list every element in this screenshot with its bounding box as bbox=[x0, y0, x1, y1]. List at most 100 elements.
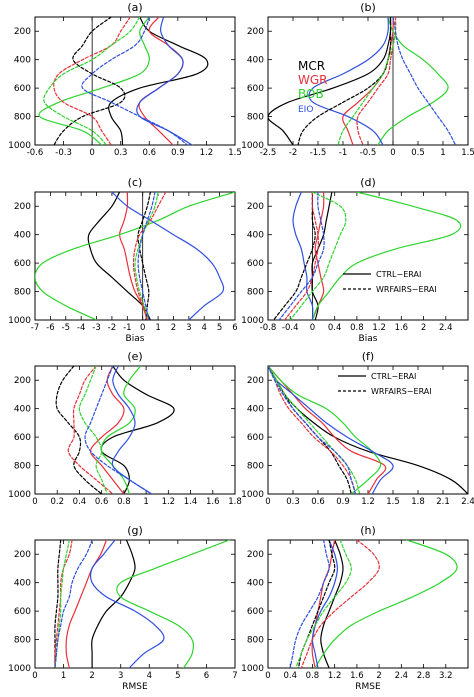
y-tick-label: 1000 bbox=[241, 664, 264, 674]
y-tick-label: 600 bbox=[14, 84, 31, 94]
series-bob-dashed bbox=[78, 366, 108, 494]
series-bob-dashed bbox=[268, 366, 361, 494]
y-tick-label: 400 bbox=[14, 56, 31, 66]
x-tick-label: -0.6 bbox=[27, 148, 44, 158]
series-group bbox=[55, 366, 175, 494]
panel-2: (c) -7 -6 -5 -4 -3 -2 -1 0 1 2 3 4 5 6 200 400 600 800 1000… bbox=[8, 176, 238, 344]
series-mcr-dashed bbox=[54, 540, 62, 668]
legend: CTRL−ERAI WRFAIRS−ERAI bbox=[338, 372, 432, 396]
x-tick-label: 1.5 bbox=[228, 148, 242, 158]
series-eio-solid bbox=[292, 192, 314, 320]
series-mcr-dashed bbox=[273, 192, 316, 320]
x-tick-label: -0.3 bbox=[55, 148, 72, 158]
y-tick-label: 600 bbox=[247, 607, 264, 617]
series-wgr-dashed bbox=[54, 540, 73, 668]
x-tick-label: 4 bbox=[202, 323, 207, 333]
x-tick-label: 0.8 bbox=[306, 671, 320, 681]
x-tick-label: 0 bbox=[390, 148, 395, 158]
series-eio-dashed bbox=[392, 17, 457, 145]
x-tick-label: 1.8 bbox=[411, 497, 425, 507]
series-eio-solid bbox=[308, 17, 389, 145]
x-tick-label: -4 bbox=[77, 323, 85, 333]
x-tick-label: 3 bbox=[186, 323, 191, 333]
legend: CTRL−ERAI WRFAIRS−ERAI bbox=[343, 270, 437, 294]
panel-1: (b) -2.5 -2 -1.5 -1 -0.5 0 0.5 1 1.5 200 400 600 800 1… bbox=[241, 1, 474, 158]
series-eio-dashed bbox=[81, 17, 188, 145]
x-tick-label: -1.5 bbox=[310, 148, 327, 158]
x-tick-label: 1 bbox=[155, 323, 160, 333]
y-tick-label: 800 bbox=[247, 288, 264, 298]
panel-4: (e) 0 0.2 0.4 0.6 0.8 1 1.2 1.4 1.6 1.8 200 400 600 80… bbox=[8, 350, 242, 507]
series-wgr-solid bbox=[342, 17, 394, 145]
x-tick-label: 0.5 bbox=[411, 148, 425, 158]
series-bob-dashed bbox=[43, 17, 141, 145]
series-eio-solid bbox=[111, 366, 153, 494]
y-tick-label: 1000 bbox=[241, 141, 264, 151]
series-eio-solid bbox=[268, 366, 394, 494]
x-tick-label: 2.1 bbox=[436, 497, 450, 507]
series-eio-dashed bbox=[137, 192, 156, 320]
series-mcr-solid bbox=[268, 17, 392, 145]
y-tick-label: 200 bbox=[14, 376, 31, 386]
x-tick-label: -1 bbox=[123, 323, 131, 333]
series-wgr-solid bbox=[119, 192, 148, 320]
series-bob-solid bbox=[116, 540, 230, 668]
series-bob-dashed bbox=[134, 192, 159, 320]
y-tick-label: 800 bbox=[247, 636, 264, 646]
series-bob-dashed bbox=[289, 192, 347, 320]
x-tick-label: 0.6 bbox=[143, 148, 157, 158]
x-tick-label: 0.4 bbox=[73, 497, 87, 507]
x-axis-label: RMSE bbox=[122, 682, 148, 692]
series-group bbox=[54, 540, 230, 668]
y-tick-label: 400 bbox=[247, 56, 264, 66]
y-tick-label: 200 bbox=[14, 202, 31, 212]
x-tick-label: 7 bbox=[232, 671, 237, 681]
series-group bbox=[289, 540, 458, 668]
x-tick-label: 0.4 bbox=[328, 323, 342, 333]
series-mcr-dashed bbox=[55, 366, 103, 494]
x-tick-label: -7 bbox=[31, 323, 39, 333]
x-axis-label: Bias bbox=[359, 334, 378, 344]
x-tick-label: 0.3 bbox=[286, 497, 300, 507]
y-tick-label: 400 bbox=[247, 579, 264, 589]
series-eio-dashed bbox=[84, 366, 153, 494]
y-tick-label: 200 bbox=[247, 376, 264, 386]
series-group bbox=[38, 17, 209, 145]
x-tick-label: 0.4 bbox=[283, 671, 297, 681]
series-wgr-dashed bbox=[132, 192, 167, 320]
x-tick-label: 0.8 bbox=[117, 497, 131, 507]
series-eio-solid bbox=[311, 540, 338, 668]
panel-title: (e) bbox=[127, 350, 142, 363]
x-tick-label: 1.2 bbox=[361, 497, 375, 507]
x-tick-label: 1.4 bbox=[184, 497, 198, 507]
y-tick-label: 600 bbox=[247, 259, 264, 269]
legend-label-mcr: MCR bbox=[298, 59, 325, 73]
series-bob-solid bbox=[314, 540, 458, 668]
series-wgr-dashed bbox=[67, 366, 114, 494]
x-tick-label: 0 bbox=[32, 497, 37, 507]
x-tick-label: 1.6 bbox=[395, 323, 409, 333]
series-bob-solid bbox=[35, 192, 235, 320]
series-mcr-solid bbox=[320, 540, 344, 668]
legend-label-1: WRFAIRS−ERAI bbox=[376, 285, 437, 294]
x-tick-label: 0 bbox=[140, 323, 145, 333]
x-tick-label: 4 bbox=[147, 671, 152, 681]
x-tick-label: 0.9 bbox=[336, 497, 350, 507]
x-tick-label: 2.4 bbox=[439, 323, 453, 333]
x-tick-label: -6 bbox=[46, 323, 54, 333]
series-eio-solid bbox=[89, 540, 165, 668]
x-tick-label: -2.5 bbox=[260, 148, 277, 158]
panel-7: (h) 0 0.4 0.8 1.2 1.6 2 2.4 2.8 3.2 200 400 600 800 10… bbox=[241, 524, 469, 692]
x-tick-label: 3.2 bbox=[439, 671, 453, 681]
y-tick-label: 1000 bbox=[241, 316, 264, 326]
x-axis-label: RMSE bbox=[355, 682, 381, 692]
y-tick-label: 600 bbox=[14, 607, 31, 617]
legend-label-1: WRFAIRS−ERAI bbox=[371, 387, 432, 396]
x-tick-label: -0.4 bbox=[282, 323, 299, 333]
y-tick-label: 1000 bbox=[8, 664, 31, 674]
plot-frame bbox=[34, 539, 236, 669]
x-tick-label: 1.2 bbox=[200, 148, 214, 158]
series-eio-dashed bbox=[268, 366, 357, 494]
x-tick-label: 0.3 bbox=[114, 148, 128, 158]
panel-title: (d) bbox=[360, 176, 376, 189]
